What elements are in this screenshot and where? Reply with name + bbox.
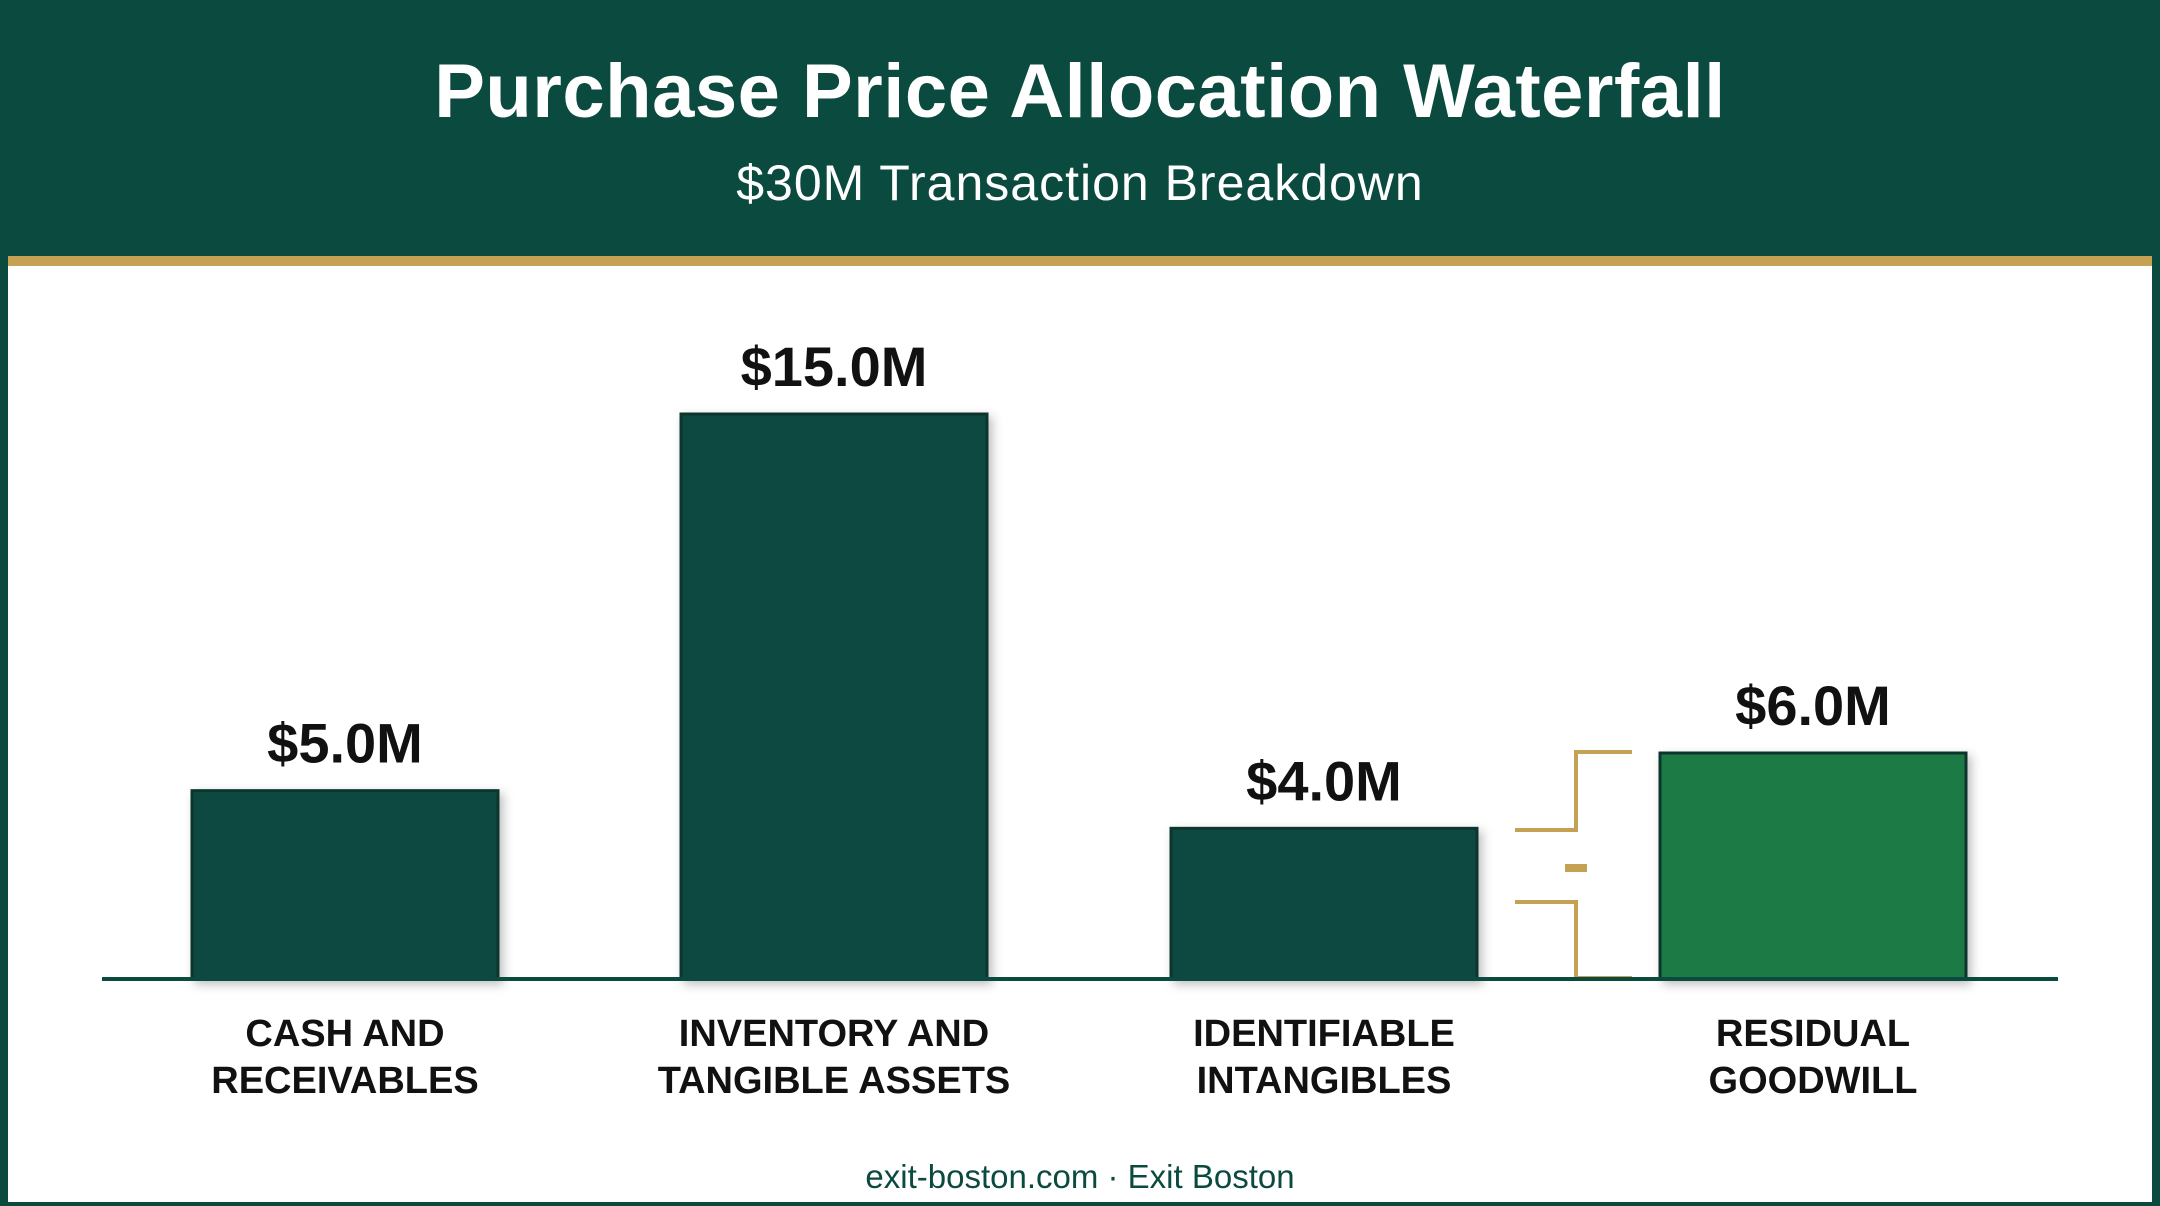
value-label-inventory-and-tangible-assets: $15.0M — [741, 335, 928, 398]
chart-frame: Purchase Price Allocation Waterfall $30M… — [8, 4, 2152, 1202]
chart-subtitle: $30M Transaction Breakdown — [736, 155, 1424, 211]
category-label-residual-goodwill: GOODWILL — [1709, 1060, 1918, 1102]
header-divider — [8, 256, 2152, 266]
bracket-upper — [1515, 750, 1632, 832]
waterfall-chart: $5.0M CASH AND RECEIVABLES $15.0M INVENTORY … — [102, 335, 2058, 1102]
bar-cash-and-receivables — [190, 789, 500, 981]
bar-residual-goodwill — [1658, 751, 1968, 981]
footer-credit: exit-boston.com · Exit Boston — [865, 1158, 1295, 1195]
category-label-identifiable-intangibles: IDENTIFIABLE — [1193, 1013, 1455, 1055]
bar-inventory-and-tangible-assets — [679, 412, 989, 981]
bracket-lower — [1515, 900, 1632, 980]
header-banner: Purchase Price Allocation Waterfall $30M… — [8, 4, 2152, 256]
category-label-identifiable-intangibles: INTANGIBLES — [1197, 1060, 1452, 1102]
category-label-cash-and-receivables: CASH AND — [245, 1013, 444, 1055]
value-label-cash-and-receivables: $5.0M — [267, 712, 423, 775]
value-label-identifiable-intangibles: $4.0M — [1246, 749, 1402, 812]
category-label-inventory-and-tangible-assets: INVENTORY AND — [679, 1013, 989, 1055]
value-label-residual-goodwill: $6.0M — [1735, 674, 1891, 737]
category-label-residual-goodwill: RESIDUAL — [1716, 1013, 1910, 1055]
bar-identifiable-intangibles — [1169, 826, 1479, 981]
bracket-tick — [1565, 864, 1587, 872]
category-label-inventory-and-tangible-assets: TANGIBLE ASSETS — [658, 1060, 1011, 1102]
category-label-cash-and-receivables: RECEIVABLES — [211, 1060, 478, 1102]
chart-title: Purchase Price Allocation Waterfall — [434, 49, 1726, 134]
